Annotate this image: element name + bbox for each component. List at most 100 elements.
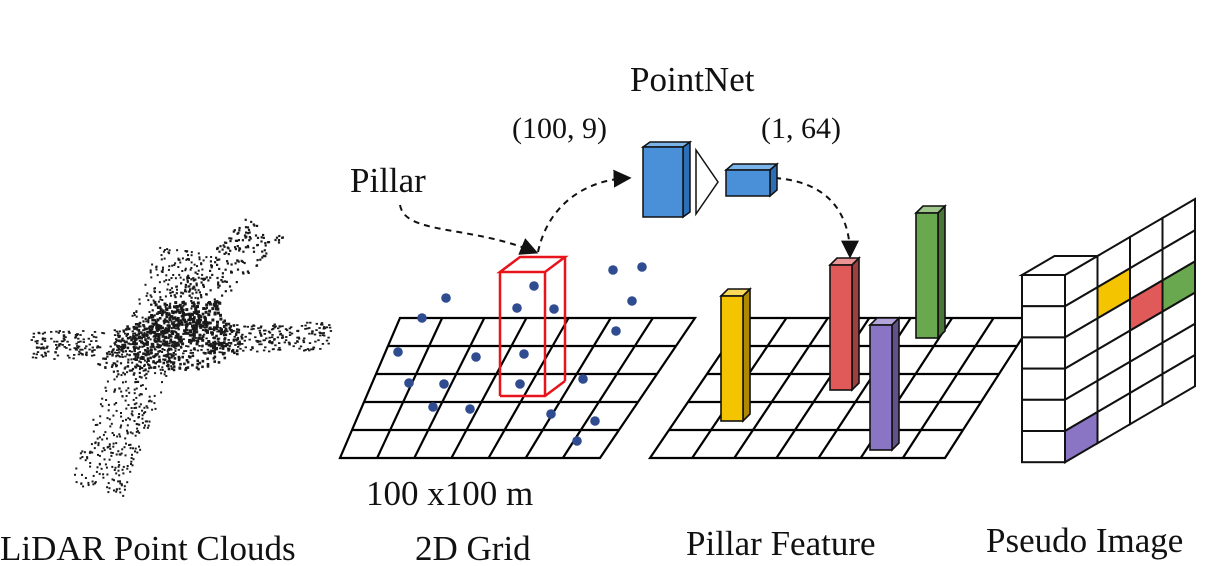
lidar-point xyxy=(313,333,317,336)
lidar-point xyxy=(207,322,211,325)
lidar-point xyxy=(162,354,165,357)
lidar-point xyxy=(195,312,199,315)
lidar-point xyxy=(159,296,162,299)
lidar-point xyxy=(133,340,137,344)
lidar-point xyxy=(273,326,276,329)
lidar-point xyxy=(139,356,142,360)
grid-point xyxy=(428,402,438,412)
lidar-point xyxy=(184,250,187,252)
lidar-point xyxy=(35,353,38,356)
lidar-point xyxy=(82,485,85,488)
lidar-point xyxy=(197,276,200,279)
lidar-point xyxy=(321,343,325,345)
lidar-point xyxy=(125,335,128,337)
lidar-point xyxy=(147,318,150,321)
lidar-point xyxy=(223,341,226,344)
lidar-point xyxy=(132,458,135,461)
lidar-point xyxy=(205,276,208,279)
lidar-point xyxy=(194,326,198,330)
lidar-point xyxy=(290,326,293,329)
lidar-point xyxy=(277,348,280,351)
lidar-point xyxy=(249,237,252,240)
lidar-point xyxy=(151,318,155,322)
lidar-point xyxy=(163,302,167,306)
lidar-point xyxy=(247,232,250,235)
lidar-point xyxy=(138,298,141,301)
lidar-point xyxy=(127,404,130,406)
lidar-point xyxy=(155,266,158,269)
grid-2d-col-line xyxy=(450,317,528,459)
lidar-point xyxy=(199,294,203,297)
lidar-point xyxy=(220,331,223,335)
lidar-point xyxy=(206,330,209,334)
lidar-point xyxy=(125,389,128,392)
lidar-point xyxy=(319,332,322,334)
lidar-point xyxy=(174,296,177,299)
lidar-point xyxy=(131,367,135,371)
lidar-point-cloud-image xyxy=(30,218,333,497)
lidar-point xyxy=(150,276,153,279)
lidar-point xyxy=(201,329,205,331)
lidar-point xyxy=(170,287,173,290)
lidar-point xyxy=(139,325,142,328)
lidar-point xyxy=(250,325,254,328)
lidar-point xyxy=(314,340,317,343)
pillar-green xyxy=(914,204,947,340)
lidar-point xyxy=(32,336,35,338)
lidar-point xyxy=(251,347,254,350)
lidar-point xyxy=(182,332,185,335)
lidar-point xyxy=(189,268,192,271)
lidar-point xyxy=(114,343,117,346)
lidar-point xyxy=(152,360,155,364)
pseudo-image-top-cell xyxy=(1018,255,1102,276)
lidar-point xyxy=(247,271,250,274)
lidar-point xyxy=(101,332,104,334)
lidar-point xyxy=(260,343,263,346)
lidar-point xyxy=(165,315,168,319)
lidar-point xyxy=(273,338,276,341)
lidar-point xyxy=(284,339,288,342)
lidar-point xyxy=(174,310,178,314)
lidar-point xyxy=(178,303,182,307)
lidar-point xyxy=(210,256,213,258)
lidar-point xyxy=(167,268,170,271)
lidar-point xyxy=(192,311,196,315)
lidar-point xyxy=(141,341,145,345)
lidar-point xyxy=(238,226,241,230)
lidar-point xyxy=(108,353,112,356)
lidar-point xyxy=(190,251,193,254)
lidar-point xyxy=(262,349,266,352)
lidar-point xyxy=(197,317,201,320)
lidar-point xyxy=(140,341,143,344)
lidar-point xyxy=(195,342,199,346)
lidar-point xyxy=(186,258,189,260)
lidar-point xyxy=(128,336,131,339)
lidar-point xyxy=(256,340,259,342)
lidar-point xyxy=(216,342,219,345)
pillar-label: Pillar xyxy=(350,161,426,200)
lidar-point xyxy=(183,362,186,366)
lidar-point xyxy=(99,415,102,418)
grid-point xyxy=(417,313,427,323)
lidar-point xyxy=(167,283,170,286)
lidar-point xyxy=(202,351,205,354)
lidar-point xyxy=(210,264,213,268)
lidar-point xyxy=(158,326,162,330)
lidar-point xyxy=(93,349,96,351)
lidar-point xyxy=(160,254,163,257)
lidar-point xyxy=(203,319,207,323)
lidar-point xyxy=(115,472,118,475)
lidar-point xyxy=(207,301,211,304)
lidar-point xyxy=(192,338,195,342)
lidar-point xyxy=(192,318,196,321)
lidar-point xyxy=(195,291,198,294)
lidar-point xyxy=(176,333,180,337)
lidar-point xyxy=(149,271,152,274)
lidar-point xyxy=(287,341,291,344)
lidar-point xyxy=(192,329,196,333)
lidar-point xyxy=(116,354,119,357)
lidar-point xyxy=(144,411,147,414)
lidar-point xyxy=(168,312,171,315)
lidar-point xyxy=(141,316,144,319)
lidar-point xyxy=(138,445,140,448)
